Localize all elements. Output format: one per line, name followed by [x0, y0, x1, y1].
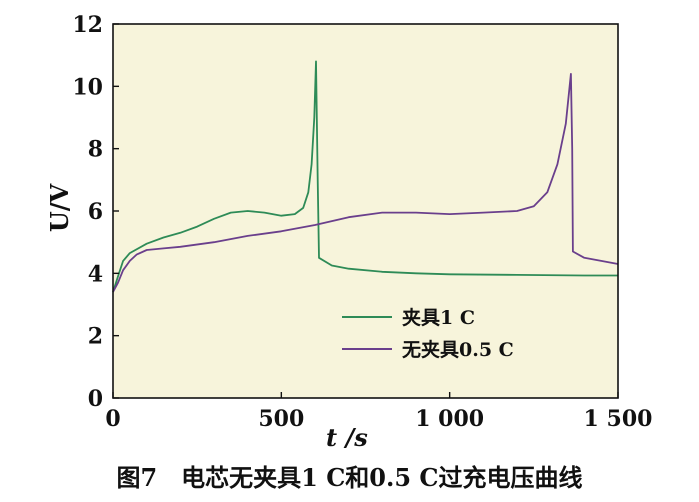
y-tick-label: 0: [88, 386, 103, 412]
series-line-1: [112, 73, 619, 293]
figure-caption: 图7 电芯无夹具1 C和0.5 C过充电压曲线: [116, 463, 583, 492]
y-tick-label: 4: [88, 261, 103, 287]
x-axis-label: t /s: [326, 423, 368, 452]
x-tick-label: 1 000: [415, 406, 484, 432]
y-tick-label: 8: [88, 137, 103, 163]
y-tick-label: 6: [88, 199, 103, 225]
legend: 夹具1 C 无夹具0.5 C: [342, 307, 514, 361]
y-tick-label: 12: [72, 12, 103, 38]
legend-label-series-1: 无夹具0.5 C: [402, 339, 514, 361]
legend-label-series-0: 夹具1 C: [402, 307, 475, 329]
chart: 0 2 4 6 8 10 12 0 500 1 000 1 500 t /s U/V 夹具1 C 无…: [45, 12, 652, 452]
plot-area: [113, 24, 618, 398]
ticks-layer: 0 2 4 6 8 10 12 0 500 1 000 1 500: [72, 12, 652, 432]
y-tick-label: 2: [88, 324, 103, 350]
y-tick-label: 10: [72, 74, 103, 100]
x-tick-label: 500: [258, 406, 304, 432]
x-tick-label: 1 500: [584, 406, 653, 432]
x-axis-label-var: t /s: [326, 423, 368, 452]
series-line-0: [112, 60, 618, 293]
series-layer: [112, 60, 619, 293]
y-axis-label: U/V: [45, 183, 74, 232]
x-tick-label: 0: [105, 406, 120, 432]
